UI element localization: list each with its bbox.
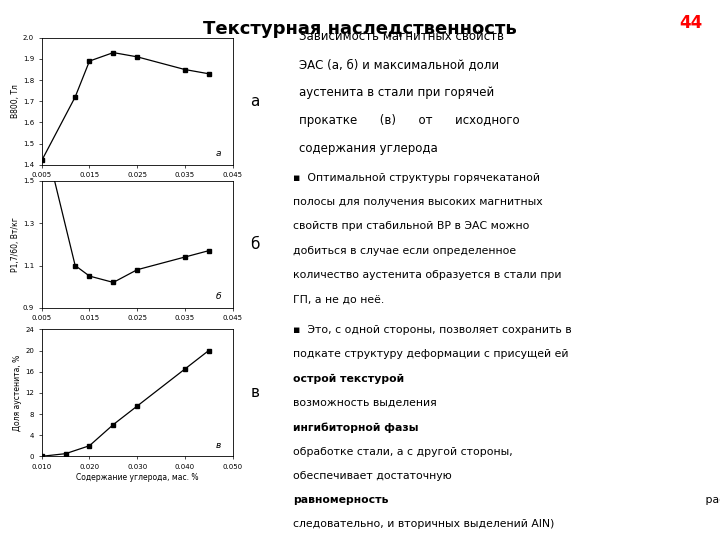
Text: ЭАС (а, б) и максимальной доли: ЭАС (а, б) и максимальной доли — [299, 58, 499, 71]
Y-axis label: P1,7/60, Вт/кг: P1,7/60, Вт/кг — [11, 217, 20, 272]
Text: подкате структуру деформации с присущей ей: подкате структуру деформации с присущей … — [293, 349, 569, 360]
Text: в: в — [251, 386, 260, 400]
Text: ▪  Это, с одной стороны, позволяет сохранить в: ▪ Это, с одной стороны, позволяет сохран… — [293, 325, 572, 335]
Text: аустенита в стали при горячей: аустенита в стали при горячей — [299, 86, 494, 99]
Text: ГП, а не до неё.: ГП, а не до неё. — [293, 294, 384, 305]
Text: возможность выделения: возможность выделения — [293, 398, 441, 408]
Text: острой текстурой: острой текстурой — [293, 374, 404, 384]
Text: прокатке      (в)      от      исходного: прокатке (в) от исходного — [299, 114, 519, 127]
Text: содержания углерода: содержания углерода — [299, 142, 438, 155]
Y-axis label: B800, Тл: B800, Тл — [11, 84, 20, 118]
Text: обеспечивает достаточную: обеспечивает достаточную — [293, 471, 455, 481]
Text: в: в — [216, 441, 221, 450]
Text: б: б — [251, 237, 260, 252]
Text: 44: 44 — [679, 14, 702, 31]
Text: Зависимость магнитных свойств: Зависимость магнитных свойств — [299, 30, 504, 43]
Text: количество аустенита образуется в стали при: количество аустенита образуется в стали … — [293, 270, 562, 280]
Text: следовательно, и вторичных выделений AlN): следовательно, и вторичных выделений AlN… — [293, 519, 554, 530]
Y-axis label: Доля аустенита, %: Доля аустенита, % — [14, 355, 22, 431]
Text: а: а — [251, 94, 260, 109]
Text: ингибиторной фазы: ингибиторной фазы — [293, 422, 418, 433]
Text: обработке стали, а с другой стороны,: обработке стали, а с другой стороны, — [293, 447, 513, 457]
Text: а: а — [215, 150, 221, 158]
Text: равномерность: равномерность — [293, 495, 389, 505]
Text: добиться в случае если определенное: добиться в случае если определенное — [293, 246, 516, 256]
Text: полосы для получения высоких магнитных: полосы для получения высоких магнитных — [293, 197, 543, 207]
Text: Текстурная наследственность: Текстурная наследственность — [203, 20, 517, 38]
Text: распределения γ-фазы (а,: распределения γ-фазы (а, — [702, 495, 720, 505]
Text: ▪  Оптимальной структуры горячекатаной: ▪ Оптимальной структуры горячекатаной — [293, 173, 540, 183]
Text: свойств при стабильной ВР в ЭАС можно: свойств при стабильной ВР в ЭАС можно — [293, 221, 529, 232]
Text: б: б — [215, 293, 221, 301]
X-axis label: Содержание углерода, мас. %: Содержание углерода, мас. % — [76, 472, 199, 482]
